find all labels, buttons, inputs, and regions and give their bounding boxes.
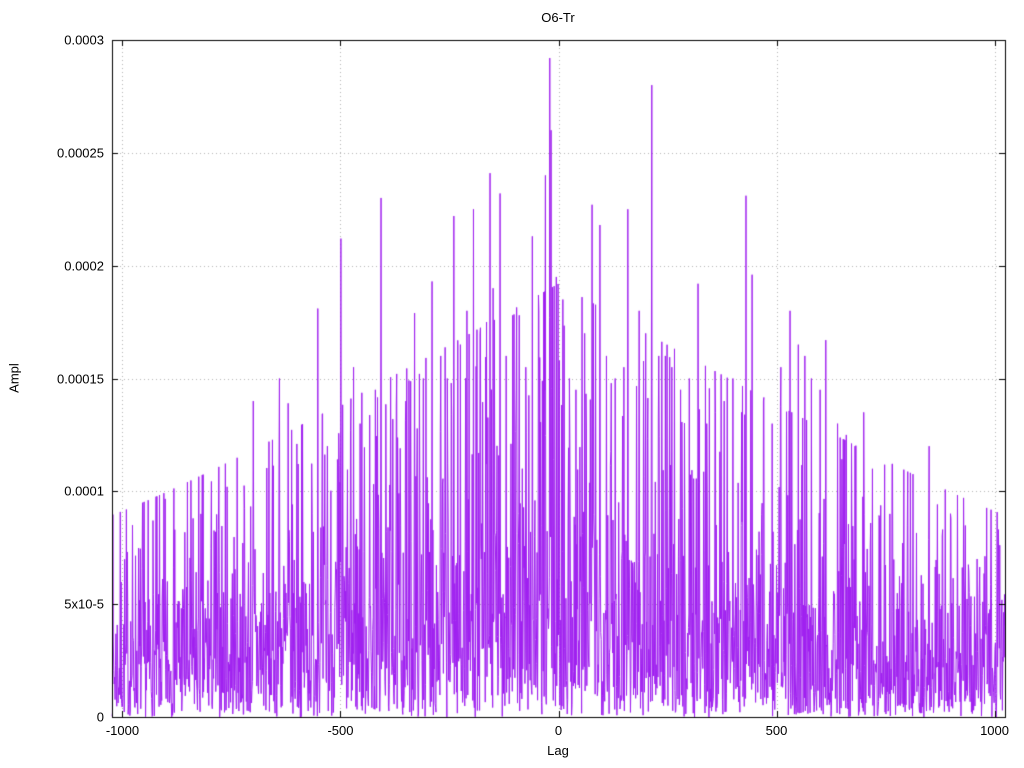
y-axis-label: Ampl	[6, 363, 22, 393]
y-tick-label: 0.0003	[64, 32, 104, 48]
x-tick-label: -1000	[105, 723, 140, 738]
y-tick-label: 0	[96, 709, 104, 725]
y-tick-label: 0.00025	[57, 145, 104, 161]
y-tick-label: 0.0001	[64, 483, 104, 499]
x-axis-label: Lag	[547, 743, 569, 758]
x-tick-label: 1000	[980, 723, 1009, 738]
y-tick-label: 0.00015	[57, 371, 104, 386]
x-tick-label: 500	[765, 723, 788, 738]
y-tick-label: 5x10-5	[64, 596, 104, 612]
y-tick-label: 0.0002	[64, 258, 104, 274]
x-tick-label: 0	[554, 723, 563, 738]
x-tick-label: -500	[327, 723, 354, 738]
chart-title: O6-Tr	[541, 10, 575, 25]
